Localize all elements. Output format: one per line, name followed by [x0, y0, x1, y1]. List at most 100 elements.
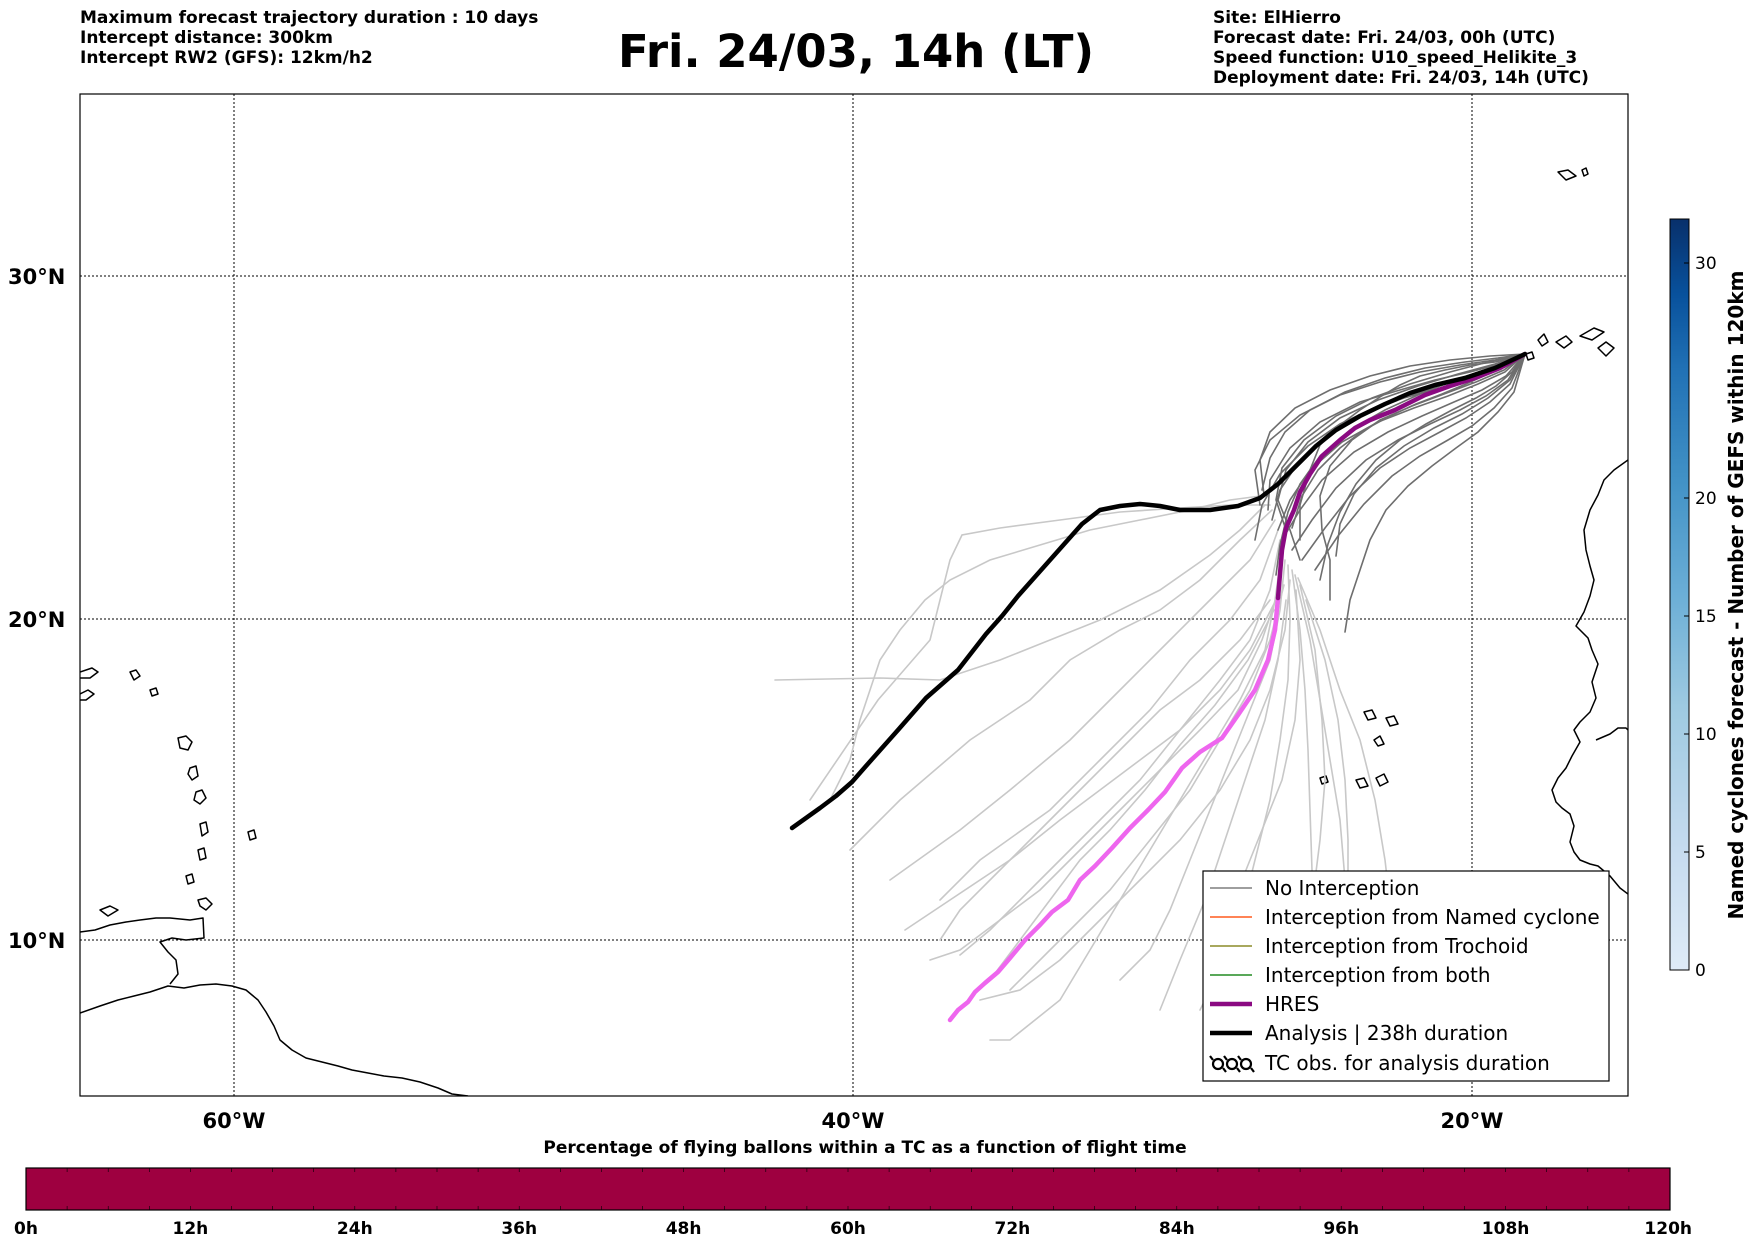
- header-forecast-date: Forecast date: Fri. 24/03, 00h (UTC): [1213, 28, 1556, 48]
- island-st-lucia: [197, 847, 207, 861]
- island-canary-1: [1537, 333, 1549, 347]
- colorbar-tick-20: 20: [1695, 489, 1717, 509]
- legend-label-trochoid: Interception from Trochoid: [1265, 934, 1529, 958]
- header-intercept-distance: Intercept distance: 300km: [80, 28, 333, 48]
- colorbar-title: Named cyclones forecast - Number of GEFS…: [1724, 271, 1748, 920]
- timeline-tick-label: 96h: [1323, 1219, 1359, 1239]
- trajectory-light: [829, 494, 1269, 801]
- timeline-minor-ticks: [66, 1168, 1630, 1210]
- hres-trajectory-after: [947, 595, 1281, 1023]
- legend-label-both: Interception from both: [1265, 963, 1491, 987]
- island-barbados: [247, 829, 257, 841]
- island-puerto-rico: [129, 669, 141, 681]
- trajectory-light: [889, 519, 1276, 881]
- timeline-tick-label: 108h: [1482, 1219, 1530, 1239]
- legend-swatch-tc-obs-icon: [1209, 1055, 1255, 1073]
- coastline-south-america: [80, 983, 469, 1096]
- trajectory-dark: [1319, 353, 1526, 581]
- timeline-tick-label: 72h: [995, 1219, 1031, 1239]
- timeline-tick-label: 12h: [173, 1219, 209, 1239]
- timeline-bar: [25, 1167, 1671, 1211]
- colorbar-ticks: [1684, 262, 1689, 971]
- lon-label-60w: 60°W: [203, 1109, 266, 1133]
- colorbar-tick-15: 15: [1695, 607, 1717, 627]
- lon-label-40w: 40°W: [822, 1109, 885, 1133]
- legend-label-no-interception: No Interception: [1265, 876, 1419, 900]
- trajectory-dark: [1277, 353, 1526, 561]
- header-deployment-date: Deployment date: Fri. 24/03, 14h (UTC): [1213, 68, 1589, 88]
- trajectory-light: [849, 509, 1273, 851]
- colorbar-tick-30: 30: [1695, 254, 1717, 274]
- trajectory-light: [959, 539, 1281, 956]
- island-canary-4: [1597, 341, 1615, 357]
- timeline-tick-label: 48h: [666, 1219, 702, 1239]
- island-guadeloupe: [193, 789, 207, 805]
- colorbar-tick-0: 0: [1695, 961, 1706, 981]
- trajectory-light: [989, 609, 1275, 981]
- island-cape-verde-6: [1319, 775, 1329, 785]
- trajectory-light: [809, 504, 1271, 801]
- colorbar-gradient: [1669, 218, 1690, 971]
- trajectory-dark: [1344, 353, 1526, 633]
- coastline-senegal-detail: [1595, 727, 1628, 741]
- trajectory-dark: [1259, 353, 1526, 496]
- legend-label-hres: HRES: [1265, 992, 1319, 1016]
- legend: No Interception Interception from Named …: [1202, 870, 1610, 1082]
- trajectory-dark: [1267, 353, 1526, 511]
- legend-frame: [1202, 870, 1610, 1082]
- island-canary-5: [1525, 351, 1535, 361]
- coastline-north-africa: [1551, 459, 1628, 895]
- trajectory-dark: [1281, 353, 1526, 541]
- timeline-tick-labels: 0h 12h 24h 36h 48h 60h 72h 84h 96h 108h 120h: [14, 1219, 1692, 1239]
- trajectory-dark: [1335, 353, 1526, 557]
- timeline-tick-label: 0h: [14, 1219, 38, 1239]
- island-canary-3: [1579, 327, 1605, 341]
- trajectory-dark: [1314, 353, 1526, 571]
- island-madeira-2: [1581, 167, 1589, 177]
- coastlines: [80, 167, 1628, 1096]
- legend-label-analysis: Analysis | 238h duration: [1265, 1021, 1508, 1045]
- analysis-trajectory: [789, 351, 1528, 831]
- island-grenada: [185, 873, 195, 885]
- timeline-tick-label: 60h: [830, 1219, 866, 1239]
- timeline-title: Percentage of flying ballons within a TC…: [543, 1138, 1186, 1158]
- header-intercept-rw2: Intercept RW2 (GFS): 12km/h2: [80, 48, 373, 68]
- trajectory-light: [979, 579, 1291, 1001]
- colorbar-tick-5: 5: [1695, 843, 1706, 863]
- colorbar-tick-10: 10: [1695, 725, 1717, 745]
- trajectory-dark: [1301, 353, 1526, 561]
- island-martinique: [199, 821, 209, 837]
- lat-label-30n: 30°N: [8, 265, 65, 289]
- trajectory-light: [929, 589, 1280, 961]
- lon-label-20w: 20°W: [1441, 1109, 1504, 1133]
- coastline-trinidad: [197, 897, 213, 911]
- header-info-left: Maximum forecast trajectory duration : 1…: [80, 8, 538, 68]
- trajectory-light: [904, 599, 1277, 931]
- trajectory-light: [1009, 584, 1285, 991]
- coastline-cuba-edge: [80, 689, 95, 701]
- trajectory-dark: [1261, 353, 1526, 491]
- lat-label-20n: 20°N: [8, 608, 65, 632]
- colorbar: 0 5 10 15 20 30 Named cyclones forecast …: [1669, 218, 1748, 981]
- legend-label-tc-obs: TC obs. for analysis duration: [1264, 1051, 1550, 1075]
- main-title: Fri. 24/03, 14h (LT): [617, 25, 1095, 78]
- island-cape-verde-4: [1375, 773, 1389, 787]
- timeline-tick-label: 36h: [501, 1219, 537, 1239]
- trajectory-light: [939, 529, 1279, 901]
- trajectory-light: [939, 599, 1271, 941]
- hres-trajectory: [1275, 351, 1528, 601]
- trajectory-light: [1299, 584, 1326, 881]
- coastline-florida-edge: [80, 667, 99, 679]
- trajectory-light: [1305, 599, 1349, 891]
- trajectory-light: [989, 549, 1283, 1041]
- island-lesser-antilles-1: [177, 735, 193, 751]
- header-site: Site: ElHierro: [1213, 8, 1341, 28]
- island-cape-verde-1: [1363, 709, 1377, 721]
- island-curacao: [99, 905, 119, 917]
- trajectory-light: [1159, 599, 1287, 1011]
- timeline-tick-label: 84h: [1159, 1219, 1195, 1239]
- trajectory-light: [774, 504, 1266, 681]
- island-cape-verde-2: [1385, 715, 1399, 727]
- lat-label-10n: 10°N: [8, 929, 65, 953]
